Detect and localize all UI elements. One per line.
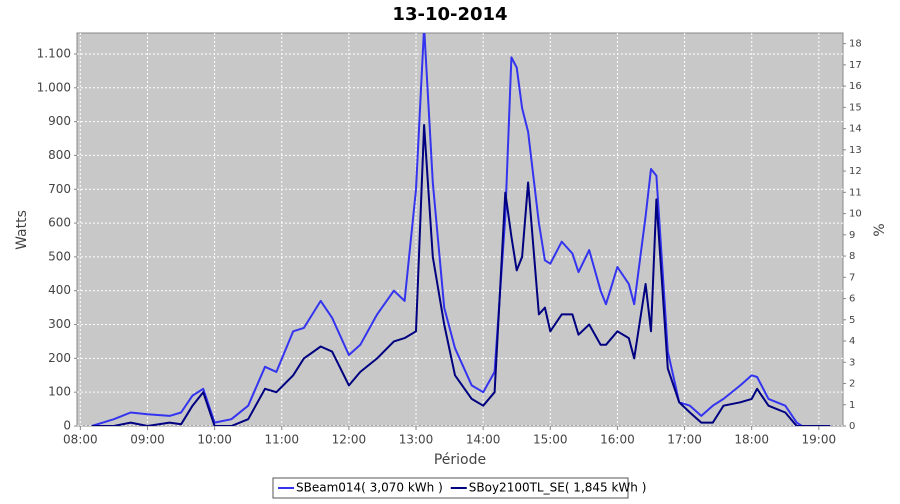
y-tick-label: 400 [48, 283, 71, 297]
legend [272, 477, 629, 499]
x-tick-label: 17:00 [667, 433, 702, 447]
y2-tick-label: 18 [849, 39, 862, 50]
y-tick-label: 800 [48, 148, 71, 162]
x-tick-label: 08:00 [63, 433, 98, 447]
y-tick-label: 600 [48, 216, 71, 230]
x-axis-label: Période [434, 452, 486, 468]
x-tick-label: 12:00 [332, 433, 367, 447]
y-tick-label: 0 [63, 419, 71, 433]
legend-label: SBoy2100TL_SE( 1,845 kWh ) [469, 481, 647, 495]
y-tick-label: 1.100 [37, 46, 71, 60]
y-tick-label: 200 [48, 351, 71, 365]
y-tick-label: 300 [48, 317, 71, 331]
y2-tick-label: 10 [849, 209, 862, 220]
y2-tick-label: 14 [849, 124, 862, 135]
y2-tick-label: 3 [849, 357, 855, 368]
y2-tick-label: 0 [849, 421, 855, 432]
legend-label: SBeam014( 3,070 kWh ) [296, 481, 443, 495]
y2-tick-label: 15 [849, 102, 862, 113]
y2-tick-label: 16 [849, 81, 862, 92]
x-tick-label: 19:00 [802, 433, 837, 447]
y2-tick-label: 9 [849, 230, 855, 241]
x-tick-label: 15:00 [533, 433, 568, 447]
x-tick-label: 14:00 [466, 433, 501, 447]
x-tick-label: 09:00 [130, 433, 165, 447]
y-axis-label: Watts [14, 210, 30, 250]
plot-area [76, 32, 844, 427]
y2-tick-label: 12 [849, 166, 862, 177]
x-tick-label: 10:00 [197, 433, 232, 447]
y2-axis-label: % [872, 223, 888, 236]
y2-tick-label: 11 [849, 187, 862, 198]
y-tick-label: 100 [48, 385, 71, 399]
y2-tick-label: 5 [849, 315, 855, 326]
y-tick-label: 700 [48, 182, 71, 196]
y-tick-label: 1.000 [37, 80, 71, 94]
x-tick-label: 13:00 [399, 433, 434, 447]
y2-tick-label: 7 [849, 272, 855, 283]
y-tick-label: 500 [48, 249, 71, 263]
y2-tick-label: 6 [849, 294, 855, 305]
y2-tick-label: 8 [849, 251, 855, 262]
y2-tick-label: 17 [849, 60, 862, 71]
chart-title: 13-10-2014 [392, 4, 507, 25]
y-tick-label: 900 [48, 114, 71, 128]
x-tick-label: 16:00 [600, 433, 635, 447]
x-tick-label: 11:00 [264, 433, 299, 447]
y2-tick-label: 4 [849, 336, 855, 347]
series-line [91, 33, 831, 426]
series-line [91, 124, 831, 426]
y2-tick-label: 1 [849, 400, 855, 411]
y2-tick-label: 13 [849, 145, 862, 156]
x-tick-label: 18:00 [734, 433, 769, 447]
y2-tick-label: 2 [849, 379, 855, 390]
